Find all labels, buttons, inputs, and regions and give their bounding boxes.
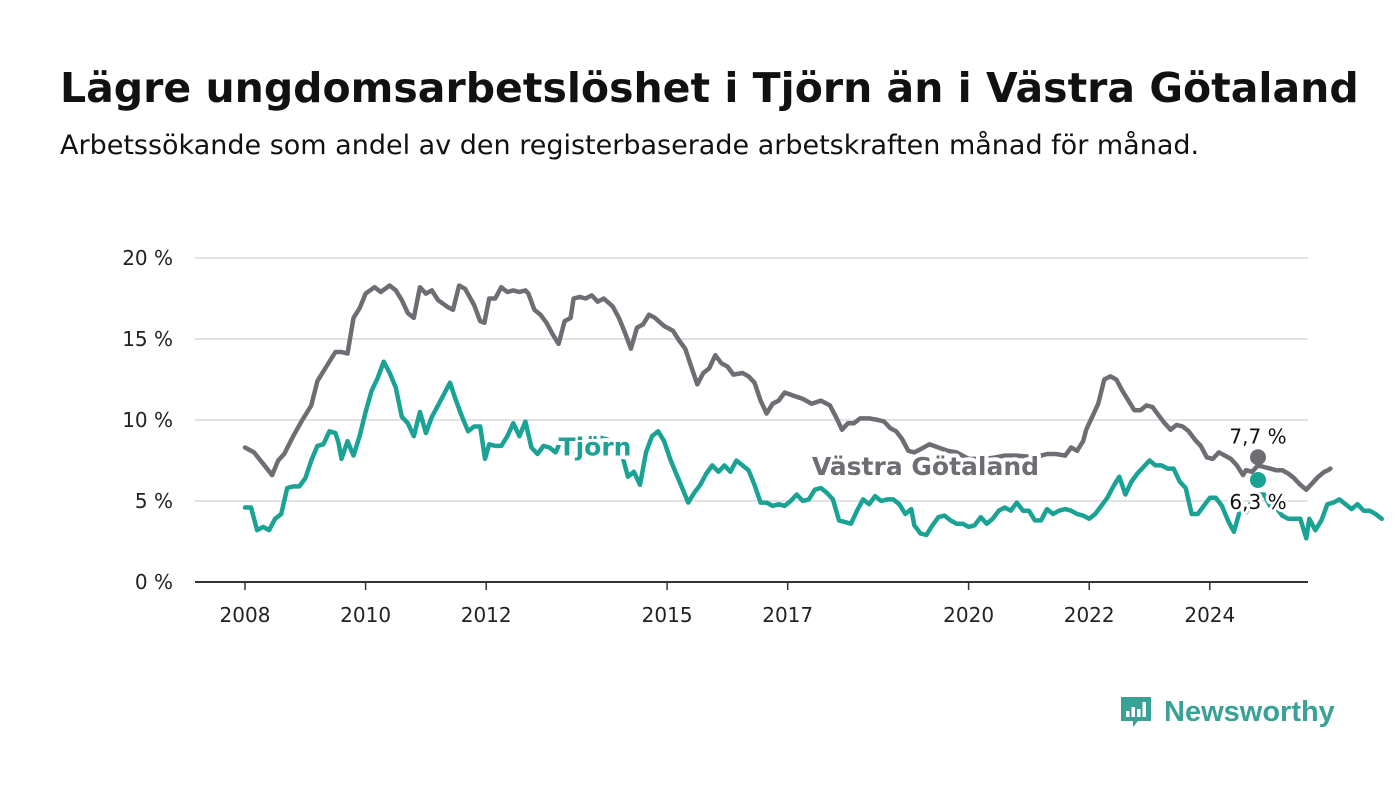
axes: 0 % 5 % 10 % 15 % 20 % 2008 2010 2012 2015 2017 20…	[122, 246, 1308, 627]
series-label: Tjörn	[559, 433, 632, 462]
x-tick-label: 2010	[340, 603, 391, 627]
end-label-halo: 7,7 %	[1229, 424, 1286, 448]
chart-subtitle: Arbetssökande som andel av den registerb…	[60, 130, 1200, 161]
y-tick-label: 10 %	[122, 408, 173, 432]
x-tick-label: 2024	[1184, 603, 1235, 627]
end-marker-1	[1250, 471, 1266, 488]
series-label-halo: Tjörn	[559, 433, 632, 462]
grid-lines	[195, 257, 1308, 502]
y-tick-label: 5 %	[135, 489, 173, 513]
end-label: 7,7 %	[1229, 424, 1286, 448]
x-tick-label: 2012	[461, 603, 512, 627]
series-lines	[242, 283, 1384, 541]
x-tick-label: 2020	[943, 603, 994, 627]
series-label: Västra Götaland	[812, 452, 1039, 481]
y-tick-label: 0 %	[135, 570, 173, 594]
end-marker-0	[1250, 449, 1266, 466]
y-tick-label: 20 %	[122, 246, 173, 270]
end-label: 6,3 %	[1229, 490, 1286, 514]
series-line-1	[242, 359, 1384, 541]
end-label-halo: 6,3 %	[1229, 490, 1286, 514]
series-label-halo: Västra Götaland	[812, 452, 1039, 481]
x-tick-label: 2015	[642, 603, 693, 627]
x-tick-label: 2022	[1064, 603, 1115, 627]
x-tick-label: 2017	[762, 603, 813, 627]
bar-chart-speech-bubble-icon	[1121, 697, 1151, 727]
logo-text: Newsworthy	[1164, 695, 1335, 728]
newsworthy-logo: Newsworthy	[1118, 690, 1335, 734]
y-tick-label: 15 %	[122, 327, 173, 351]
series-line-0	[242, 283, 1333, 492]
x-tick-label: 2008	[220, 603, 271, 627]
chart-title: Lägre ungdomsarbetslöshet i Tjörn än i V…	[60, 64, 1359, 112]
